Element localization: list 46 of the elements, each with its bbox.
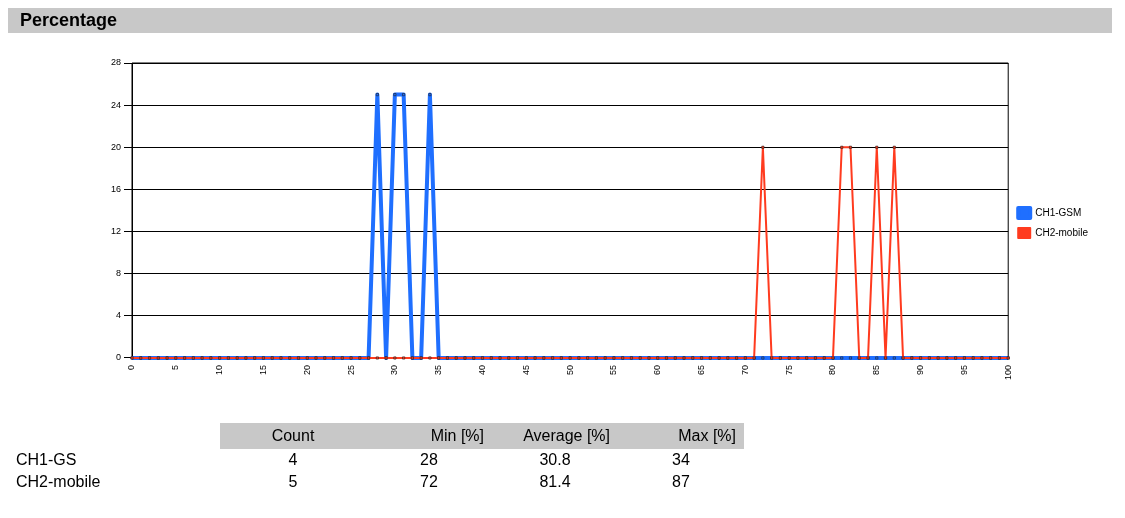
x-tick-label: 100 <box>1002 364 1013 381</box>
y-tick-label: 20 <box>111 141 122 152</box>
text: Max [%] <box>618 423 744 449</box>
text: 34 <box>671 450 691 470</box>
text: 87 <box>671 472 691 492</box>
text: 72 <box>419 472 439 492</box>
y-tick-label: 16 <box>111 183 122 194</box>
x-tick-label: 65 <box>696 364 707 375</box>
x-tick-label: 15 <box>257 364 268 375</box>
text: 28 <box>419 450 439 470</box>
x-tick-label: 55 <box>608 364 619 375</box>
y-tick-label: 28 <box>111 57 122 68</box>
x-tick-label: 5 <box>170 364 181 370</box>
text: 5 <box>287 472 299 492</box>
text: 30.8 <box>538 450 572 470</box>
x-tick-label: 95 <box>958 364 969 375</box>
legend-label: CH1-GSM <box>1035 206 1082 218</box>
x-tick-label: 60 <box>652 364 663 375</box>
text: 81.4 <box>538 472 572 492</box>
x-tick-label: 30 <box>389 364 400 375</box>
chart-title: Percentage <box>8 8 1112 33</box>
y-tick-label: 12 <box>111 226 122 237</box>
y-tick-label: 24 <box>111 99 122 110</box>
x-tick-label: 25 <box>345 364 356 375</box>
x-tick-label: 20 <box>301 364 312 375</box>
y-tick-label: 0 <box>116 352 122 363</box>
x-tick-label: 90 <box>915 364 926 375</box>
x-tick-label: 85 <box>871 364 882 375</box>
y-tick-label: 4 <box>116 310 122 321</box>
text: CH2-mobile <box>15 472 102 492</box>
x-tick-label: 50 <box>564 364 575 375</box>
legend-label: CH2-mobile <box>1035 226 1089 238</box>
text: Average [%] <box>492 423 618 449</box>
x-tick-label: 35 <box>433 364 444 375</box>
text: 4 <box>287 450 299 470</box>
x-tick-label: 80 <box>827 364 838 375</box>
x-tick-label: 70 <box>739 364 750 375</box>
x-tick-label: 10 <box>214 364 225 375</box>
y-tick-label: 8 <box>116 268 122 279</box>
text: CH1-GS <box>15 450 78 470</box>
x-tick-label: 75 <box>783 364 794 375</box>
text: Min [%] <box>366 423 492 449</box>
text: Count <box>220 423 366 449</box>
x-tick-label: 45 <box>520 364 531 375</box>
x-tick-label: 0 <box>126 364 137 370</box>
x-tick-label: 40 <box>476 364 487 375</box>
